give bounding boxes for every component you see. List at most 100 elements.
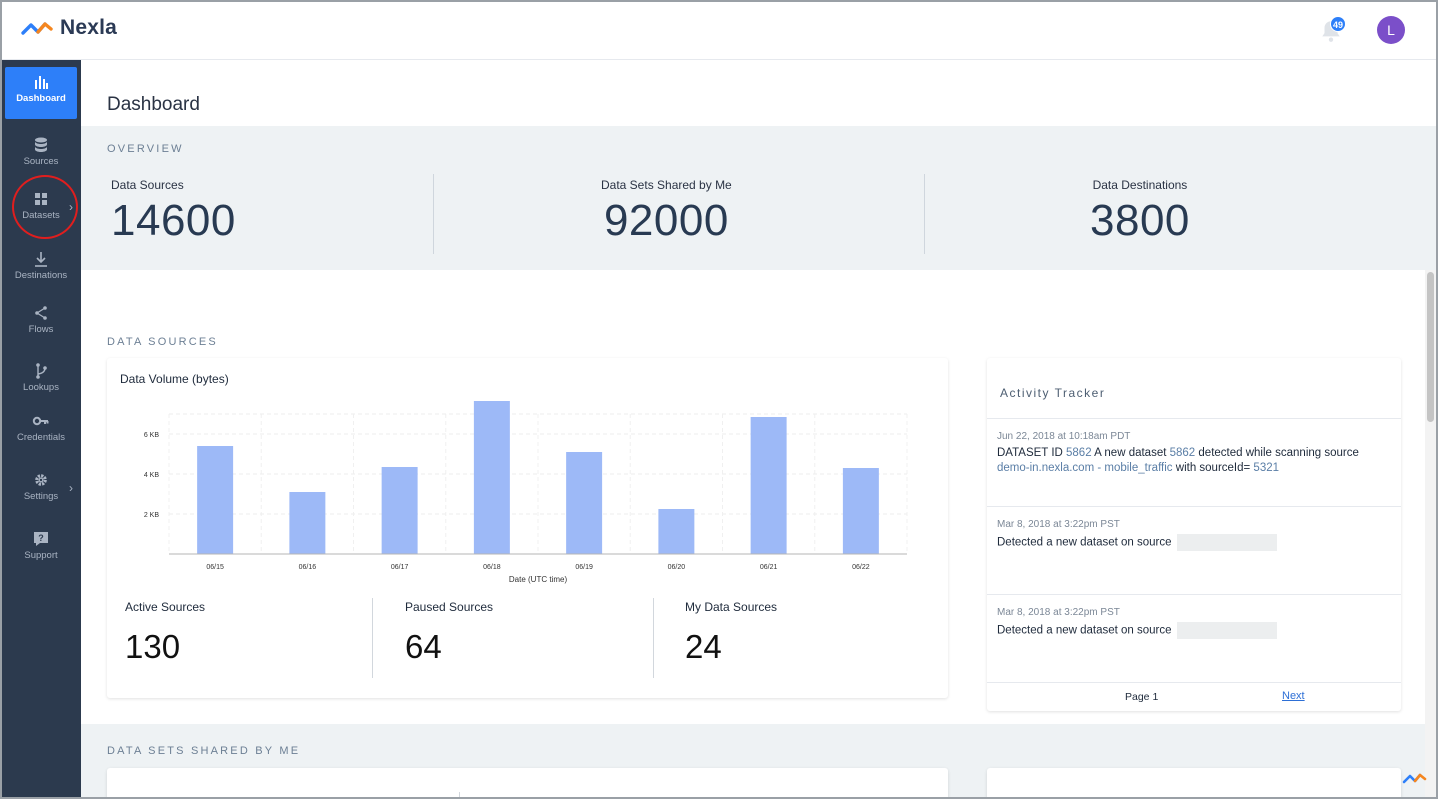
top-bar: Nexla 49 L <box>2 2 1436 60</box>
notification-badge[interactable]: 49 <box>1330 16 1347 32</box>
y-tick-label: 4 KB <box>144 472 160 479</box>
sidebar-item-label: Sources <box>23 156 59 167</box>
redacted-source-name <box>1176 622 1277 639</box>
sidebar-item-label: Settings <box>23 491 59 502</box>
y-tick-label: 6 KB <box>144 432 160 439</box>
sidebar-item-dashboard[interactable]: Dashboard <box>5 67 77 119</box>
sidebar-item-lookups[interactable]: Lookups <box>5 356 77 408</box>
section-label-shared: DATA SETS SHARED BY ME <box>107 745 301 757</box>
user-avatar[interactable]: L <box>1377 16 1405 44</box>
sidebar-item-flows[interactable]: Flows <box>5 298 77 350</box>
divider <box>372 598 373 678</box>
x-tick-label: 06/19 <box>575 564 593 571</box>
page-title: Dashboard <box>107 94 200 115</box>
next-page-link[interactable]: Next <box>1282 690 1305 702</box>
chart-bar <box>566 452 603 554</box>
chart-bar <box>289 492 326 554</box>
activity-text-part: DATASET ID <box>997 447 1067 459</box>
activity-tracker-title: Activity Tracker <box>1000 386 1106 400</box>
sidebar-item-settings[interactable]: Settings › <box>5 465 77 517</box>
main-content: Dashboard OVERVIEW Data Sources 14600 Da… <box>81 60 1436 797</box>
activity-text: Detected a new dataset on source <box>997 534 1392 551</box>
activity-text-part: Detected a new dataset on source <box>997 536 1172 549</box>
sidebar-item-label: Destinations <box>14 270 68 281</box>
stat-label: Active Sources <box>125 600 206 614</box>
sidebar-item-credentials[interactable]: Credentials <box>5 406 77 458</box>
gear-icon <box>35 474 47 486</box>
activity-text-part: with sourceId= <box>1172 462 1254 474</box>
page-number: Page 1 <box>1125 691 1159 703</box>
divider <box>924 174 925 254</box>
activity-time: Mar 8, 2018 at 3:22pm PST <box>997 519 1120 530</box>
shared-datasets-section: DATA SETS SHARED BY ME <box>81 724 1436 797</box>
activity-entry[interactable]: Jun 22, 2018 at 10:18am PDT DATASET ID 5… <box>987 418 1401 506</box>
divider <box>433 174 434 254</box>
stat-value: 24 <box>685 628 722 665</box>
scrollbar-thumb[interactable] <box>1427 272 1434 422</box>
svg-text:?: ? <box>38 533 44 543</box>
dataset-id-link[interactable]: 5862 <box>1169 447 1196 459</box>
y-tick-label: 2 KB <box>144 512 160 519</box>
sidebar-item-label: Dashboard <box>16 93 66 104</box>
download-icon <box>35 252 47 267</box>
source-link[interactable]: demo-in.nexla.com - mobile_traffic <box>997 462 1173 474</box>
brand-logo[interactable]: Nexla <box>20 16 117 40</box>
shared-activity-card <box>987 768 1401 797</box>
overview-label: Data Destinations <box>1092 178 1188 192</box>
x-tick-label: 06/15 <box>206 564 224 571</box>
chevron-right-icon: › <box>69 481 73 495</box>
x-tick-label: 06/17 <box>391 564 409 571</box>
stat-paused-sources[interactable]: Paused Sources 64 <box>405 600 493 666</box>
activity-text: DATASET ID 5862 A new dataset 5862 detec… <box>997 446 1392 476</box>
chart-bar <box>658 509 695 554</box>
activity-time: Jun 22, 2018 at 10:18am PDT <box>997 431 1131 442</box>
stat-label: Paused Sources <box>405 600 494 614</box>
activity-entry[interactable]: Mar 8, 2018 at 3:22pm PST Detected a new… <box>987 594 1401 682</box>
overview-label: Data Sets Shared by Me <box>601 178 732 192</box>
sidebar-item-label: Support <box>24 550 58 561</box>
sidebar-item-destinations[interactable]: Destinations <box>5 244 77 296</box>
redacted-source-name <box>1176 534 1277 551</box>
activity-text-part: A new dataset <box>1091 447 1170 459</box>
activity-text-part: detected while scanning source <box>1195 447 1359 459</box>
activity-text: Detected a new dataset on source <box>997 622 1392 639</box>
sidebar-item-label: Lookups <box>23 382 59 393</box>
sidebar: Dashboard Sources Datasets › Des <box>2 60 81 797</box>
x-tick-label: 06/18 <box>483 564 501 571</box>
overview-data-destinations[interactable]: Data Destinations 3800 <box>1090 178 1190 246</box>
data-volume-chart: 2 KB 4 KB 6 KB 06/15 06/16 06/17 06/18 06/19 06/… <box>144 401 908 584</box>
x-tick-label: 06/22 <box>852 564 870 571</box>
activity-entry[interactable]: Mar 8, 2018 at 3:22pm PST Detected a new… <box>987 506 1401 594</box>
brand-name: Nexla <box>60 16 118 39</box>
chart-title: Data Volume (bytes) <box>120 372 229 386</box>
overview-value: 3800 <box>1090 196 1190 245</box>
overview-data-sets-shared[interactable]: Data Sets Shared by Me 92000 <box>601 178 732 246</box>
data-volume-card: Data Volume (bytes) 2 KB 4 KB 6 KB 06/15 06/… <box>107 358 948 698</box>
x-tick-label: 06/16 <box>299 564 317 571</box>
overview-value: 14600 <box>111 196 236 245</box>
divider <box>653 598 654 678</box>
sidebar-item-sources[interactable]: Sources <box>5 130 77 182</box>
sidebar-item-label: Credentials <box>16 432 66 443</box>
stat-value: 64 <box>405 628 442 665</box>
stat-my-data-sources[interactable]: My Data Sources 24 <box>685 600 777 666</box>
dataset-id-link[interactable]: 5862 <box>1066 447 1092 459</box>
sidebar-item-support[interactable]: ? Support <box>5 524 77 576</box>
stat-active-sources[interactable]: Active Sources 130 <box>125 600 205 666</box>
chart-bar <box>197 446 234 554</box>
stat-value: 130 <box>125 628 181 665</box>
database-icon <box>35 137 47 152</box>
source-id-link[interactable]: 5321 <box>1253 462 1280 474</box>
chart-bar <box>473 401 510 554</box>
overview-value: 92000 <box>603 196 729 245</box>
nexla-logo-icon <box>21 22 53 35</box>
overview-label: Data Sources <box>111 178 184 192</box>
x-tick-label: 06/20 <box>668 564 686 571</box>
overview-data-sources[interactable]: Data Sources 14600 <box>111 178 236 246</box>
overview-panel: OVERVIEW Data Sources 14600 Data Sets Sh… <box>81 126 1436 270</box>
nexla-chat-icon[interactable] <box>1402 768 1428 788</box>
x-axis-label: Date (UTC time) <box>509 575 568 584</box>
shared-datasets-card <box>107 768 948 797</box>
vertical-scrollbar[interactable] <box>1425 270 1436 797</box>
